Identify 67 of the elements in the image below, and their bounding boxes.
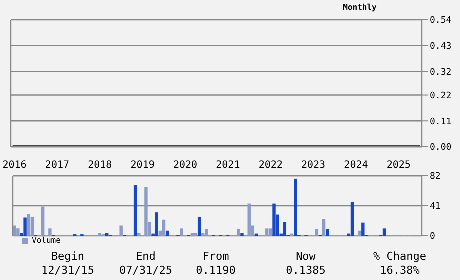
text: 0.1385 <box>285 264 327 277</box>
y-tick-label: 0.54 <box>430 16 452 26</box>
bar <box>237 229 240 236</box>
bar <box>98 233 102 236</box>
text: 0.1190 <box>195 264 237 277</box>
bar <box>358 230 362 236</box>
x-tick-label: 2023 <box>302 160 326 171</box>
bar <box>16 228 20 236</box>
x-tick-label: 2016 <box>2 160 27 171</box>
y-tick-label: 0.43 <box>430 42 452 52</box>
text: % Change <box>372 250 428 263</box>
bar <box>120 226 123 236</box>
bar <box>266 228 269 236</box>
text: 07/31/25 <box>118 264 174 277</box>
legend-label: Volume <box>32 236 61 245</box>
x-tick-label: 2020 <box>173 160 198 171</box>
text: Now <box>295 250 317 263</box>
bar <box>194 233 198 236</box>
bar <box>190 233 194 236</box>
bar <box>162 220 166 236</box>
bar <box>269 228 272 236</box>
x-tick-label: 2025 <box>386 160 411 171</box>
bar <box>202 233 205 236</box>
bar <box>24 218 27 236</box>
bar <box>180 228 184 236</box>
bar <box>272 204 276 236</box>
x-tick-label: 2017 <box>45 160 70 171</box>
text: 16.38% <box>379 264 421 277</box>
x-tick-label: 2022 <box>258 160 283 171</box>
bar <box>30 216 34 236</box>
text: 12/31/15 <box>40 264 96 277</box>
bar <box>240 233 244 236</box>
chart-subtitle: Monthly <box>342 3 378 12</box>
bar <box>350 202 354 236</box>
text: Begin <box>50 250 86 263</box>
bar <box>362 222 365 236</box>
bar <box>105 233 109 236</box>
x-tick-label: 2021 <box>216 160 240 171</box>
y-tick-label: 0.00 <box>430 143 452 154</box>
x-tick-label: 2018 <box>88 160 112 171</box>
y-tick-label: 0.11 <box>430 117 452 128</box>
x-tick-label: 2019 <box>130 160 155 171</box>
bar <box>283 222 287 236</box>
y-tick-label: 0 <box>430 232 436 242</box>
bar <box>48 228 52 236</box>
bar <box>315 229 319 236</box>
text: From <box>202 250 230 263</box>
bar <box>205 229 208 236</box>
bar <box>166 230 170 236</box>
x-tick-label: 2024 <box>344 160 368 171</box>
bar <box>326 229 330 236</box>
y-tick-label: 41 <box>430 202 441 212</box>
bar <box>155 212 158 236</box>
bar <box>382 228 386 236</box>
bar <box>27 214 30 236</box>
bar <box>144 186 148 236</box>
bar <box>322 219 326 236</box>
y-tick-label: 82 <box>430 172 441 182</box>
text: End <box>135 250 157 263</box>
y-tick-label: 0.32 <box>430 68 452 78</box>
y-tick-label: 0.22 <box>430 91 452 102</box>
bar <box>248 204 251 236</box>
bar <box>294 178 298 236</box>
bar <box>138 233 141 236</box>
bar <box>134 186 138 236</box>
bar <box>198 216 202 236</box>
bar <box>41 206 45 236</box>
